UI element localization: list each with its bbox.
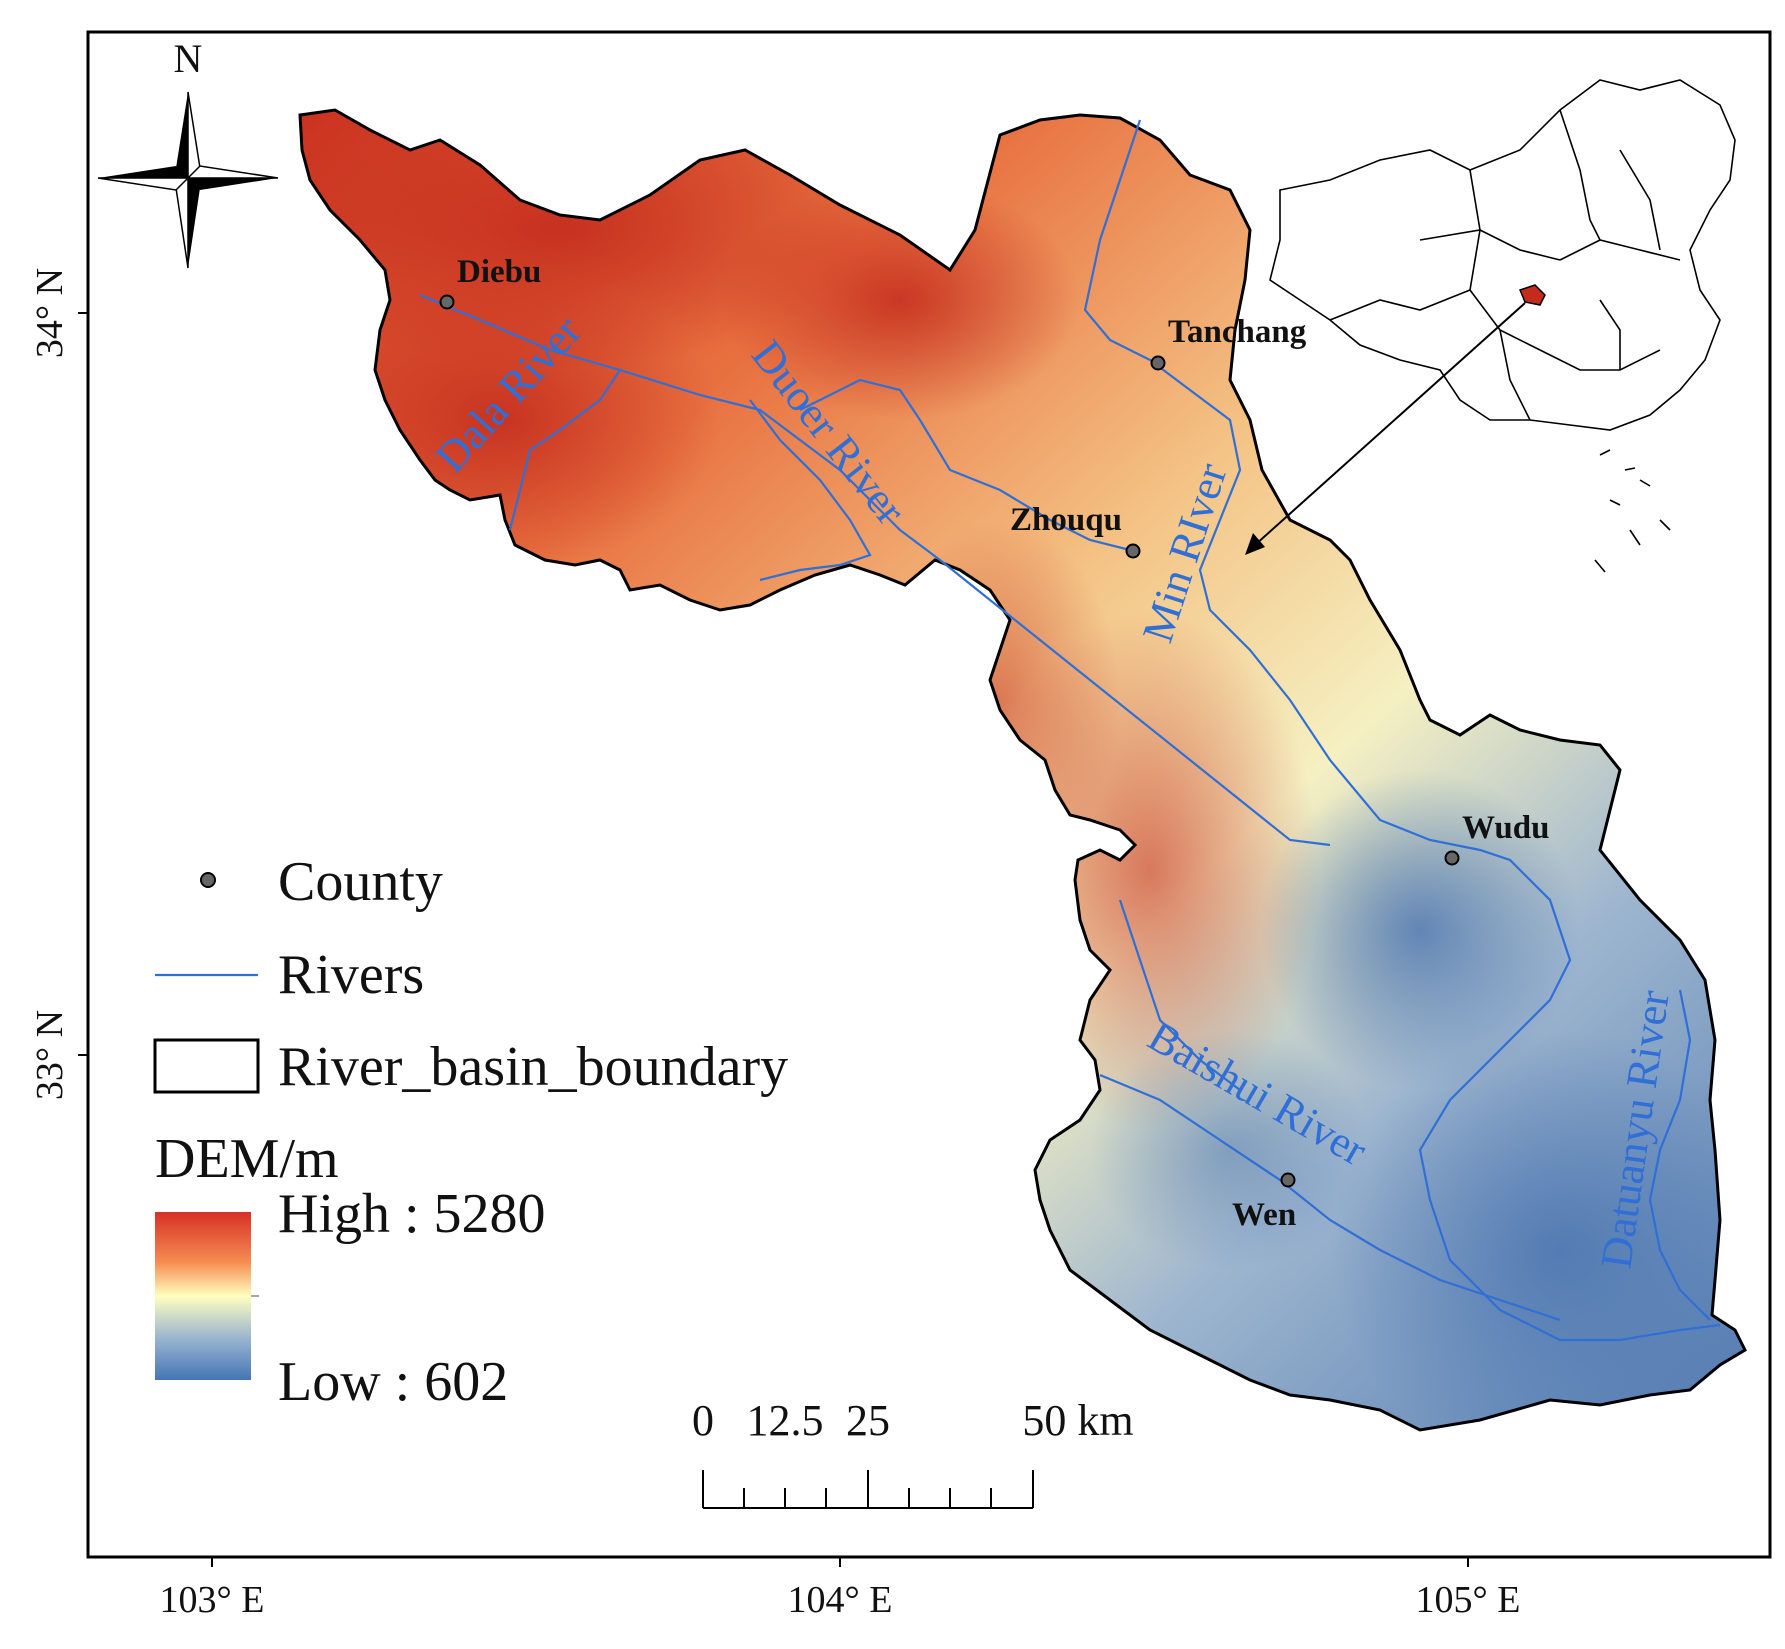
- lat-label-33: 33° N: [29, 1010, 71, 1100]
- county-label-tanchang: Tanchang: [1168, 314, 1307, 350]
- county-label-zhouqu: Zhouqu: [1010, 502, 1122, 538]
- lat-label-34: 34° N: [29, 268, 71, 358]
- north-label: N: [174, 36, 203, 81]
- north-arrow: N: [97, 36, 279, 269]
- inset-pointer-arrow: [1254, 302, 1526, 546]
- county-wudu: Wudu: [1444, 810, 1549, 866]
- islands: [1594, 449, 1671, 573]
- county-label-wudu: Wudu: [1462, 810, 1549, 846]
- legend-county-symbol: [200, 872, 216, 888]
- river-dala: [419, 293, 941, 561]
- lon-label-105: 105° E: [1416, 1579, 1521, 1621]
- legend-boundary-symbol: [153, 1038, 260, 1094]
- county-label-diebu: Diebu: [457, 254, 541, 290]
- legend-county-label: County: [278, 851, 443, 913]
- river-duoer-up: [799, 378, 1131, 552]
- river-duoer: [749, 399, 872, 582]
- county-label-wen: Wen: [1232, 1197, 1296, 1233]
- study-area-highlight: [1518, 284, 1546, 306]
- county-diebu: Diebu: [439, 254, 541, 310]
- inset-china-map: [1269, 79, 1736, 573]
- legend-rivers-label: Rivers: [278, 944, 424, 1006]
- axis-ticks: [78, 312, 1469, 1567]
- lon-label-103: 103° E: [160, 1579, 265, 1621]
- county-zhouqu: Zhouqu: [1010, 502, 1141, 559]
- scale-label-12-5: 12.5: [747, 1396, 824, 1445]
- river-dala-trib: [508, 369, 621, 531]
- legend-boundary-label: River_basin_boundary: [278, 1036, 788, 1098]
- legend-dem-low: Low : 602: [278, 1351, 508, 1413]
- scale-label-25: 25: [846, 1396, 890, 1445]
- river-main-west: [939, 559, 1331, 847]
- river-baishui: [1099, 1073, 1561, 1322]
- scale-bar: 0 12.5 25 50 km: [692, 1396, 1134, 1509]
- county-tanchang: Tanchang: [1150, 314, 1307, 371]
- china-outline: [1269, 79, 1736, 431]
- legend-dem-high: High : 5280: [278, 1183, 546, 1245]
- lon-label-104: 104° E: [788, 1579, 893, 1621]
- legend-dem-colorbar: [155, 1212, 251, 1380]
- river-datuanyu: [1648, 989, 1711, 1321]
- scale-label-50: 50 km: [1022, 1396, 1133, 1445]
- scale-label-0: 0: [692, 1396, 714, 1445]
- river-baishui-trib: [1118, 899, 1241, 1091]
- dem-raster: [300, 110, 1745, 1430]
- river-basin-boundary: [298, 108, 1747, 1432]
- legend-dem-title: DEM/m: [155, 1128, 339, 1190]
- counties-layer: Diebu Tanchang Zhouqu Wudu Wen: [439, 254, 1549, 1233]
- inset-pointer-head: [1245, 533, 1265, 555]
- legend: County Rivers River_basin_boundary DEM/m…: [153, 851, 788, 1413]
- map-frame: [86, 30, 1772, 1559]
- county-wen: Wen: [1232, 1172, 1296, 1233]
